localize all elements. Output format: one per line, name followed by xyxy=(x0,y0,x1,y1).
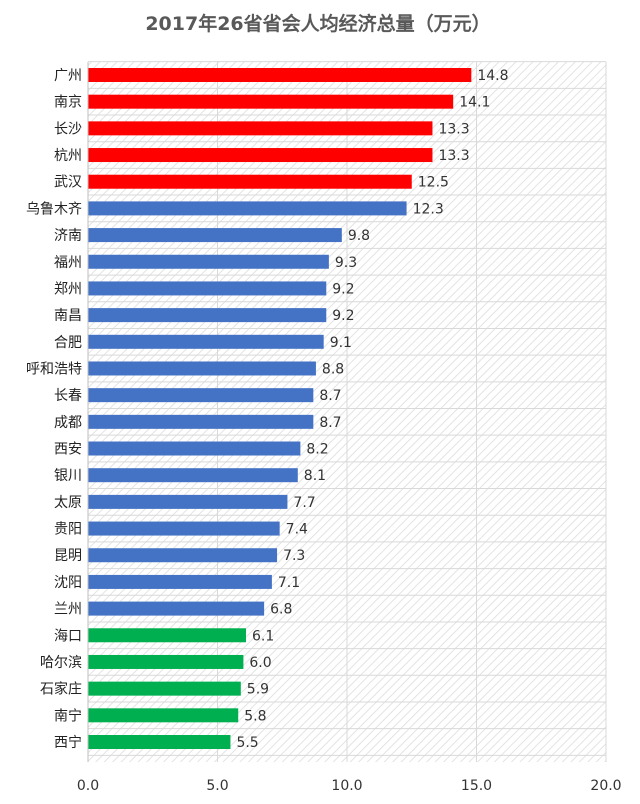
value-label: 8.2 xyxy=(306,442,328,458)
category-label: 银川 xyxy=(54,468,82,484)
category-label: 昆明 xyxy=(54,548,82,564)
category-label: 杭州 xyxy=(54,148,82,164)
value-label: 6.8 xyxy=(270,602,292,618)
bar-4 xyxy=(88,174,412,189)
value-label: 7.1 xyxy=(278,575,300,591)
bar-5 xyxy=(88,201,407,216)
category-label: 武汉 xyxy=(54,175,82,191)
category-label: 海口 xyxy=(54,628,82,644)
bar-17 xyxy=(88,521,280,536)
category-label: 哈尔滨 xyxy=(40,655,82,671)
value-label: 12.5 xyxy=(418,175,449,191)
category-label: 福州 xyxy=(54,255,82,271)
value-label: 14.1 xyxy=(459,95,490,111)
bar-15 xyxy=(88,468,298,483)
category-label: 合肥 xyxy=(54,335,82,351)
x-tick-label: 5.0 xyxy=(206,778,228,794)
bar-20 xyxy=(88,601,265,616)
bar-19 xyxy=(88,574,272,589)
category-label: 沈阳 xyxy=(54,575,82,591)
category-label: 南京 xyxy=(54,95,82,111)
bar-21 xyxy=(88,628,246,643)
category-label: 西安 xyxy=(54,442,82,458)
value-label: 5.5 xyxy=(236,735,258,751)
value-label: 14.8 xyxy=(477,68,508,84)
value-label: 8.7 xyxy=(319,388,341,404)
category-label: 成都 xyxy=(54,415,82,431)
bar-1 xyxy=(88,94,454,109)
bar-22 xyxy=(88,654,244,669)
category-label: 长沙 xyxy=(54,121,82,137)
x-tick-label: 0.0 xyxy=(77,778,99,794)
category-label: 南昌 xyxy=(54,308,82,324)
bar-11 xyxy=(88,361,316,376)
value-label: 7.7 xyxy=(293,495,315,511)
value-label: 7.3 xyxy=(283,548,305,564)
bar-10 xyxy=(88,334,324,349)
value-label: 8.8 xyxy=(322,361,344,377)
value-label: 5.9 xyxy=(247,682,269,698)
bar-23 xyxy=(88,681,241,696)
category-label: 南宁 xyxy=(54,707,82,724)
bar-13 xyxy=(88,414,314,429)
value-label: 9.1 xyxy=(330,335,352,351)
value-label: 13.3 xyxy=(438,121,469,137)
category-label: 济南 xyxy=(54,228,82,244)
bar-0 xyxy=(88,68,472,82)
category-label: 西宁 xyxy=(54,734,82,751)
value-label: 5.8 xyxy=(244,708,266,724)
value-label: 8.7 xyxy=(319,415,341,431)
value-labels: 14.8 14.1 13.3 13.3 12.5 12.3 9.8 9.3 9.2 9.2 9.1 8… xyxy=(236,68,508,751)
bar-12 xyxy=(88,388,314,403)
bar-8 xyxy=(88,281,327,296)
bar-16 xyxy=(88,494,288,509)
x-tick-label: 15.0 xyxy=(461,778,492,794)
value-label: 9.2 xyxy=(332,308,354,324)
value-label: 7.4 xyxy=(286,522,308,538)
category-label: 长春 xyxy=(54,388,82,404)
bar-24 xyxy=(88,708,239,723)
value-label: 8.1 xyxy=(304,468,326,484)
bars-layer xyxy=(88,68,472,749)
x-tick-label: 20.0 xyxy=(590,778,621,794)
category-label: 乌鲁木齐 xyxy=(26,201,82,217)
bar-18 xyxy=(88,548,278,563)
bar-6 xyxy=(88,228,342,243)
value-label: 6.1 xyxy=(252,628,274,644)
value-label: 6.0 xyxy=(249,655,271,671)
value-label: 9.8 xyxy=(348,228,370,244)
bar-14 xyxy=(88,441,301,456)
category-label: 贵阳 xyxy=(54,522,82,538)
value-label: 13.3 xyxy=(438,148,469,164)
category-label: 石家庄 xyxy=(40,681,82,698)
category-labels: 广州南京长沙杭州武汉乌鲁木齐济南福州郑州南昌合肥呼和浩特长春成都西安银川太原贵阳… xyxy=(26,68,82,751)
value-label: 9.2 xyxy=(332,281,354,297)
chart-title: 2017年26省省会人均经济总量（万元） xyxy=(145,12,490,35)
x-axis-ticks: 0.0 5.0 10.0 15.0 20.0 xyxy=(77,778,622,794)
value-label: 9.3 xyxy=(335,255,357,271)
bar-7 xyxy=(88,254,329,269)
value-label: 12.3 xyxy=(413,201,444,217)
category-label: 郑州 xyxy=(54,281,82,297)
bar-2 xyxy=(88,121,433,136)
bar-25 xyxy=(88,735,231,749)
category-label: 太原 xyxy=(54,495,82,511)
x-tick-label: 10.0 xyxy=(331,778,362,794)
category-label: 广州 xyxy=(54,68,82,84)
bar-9 xyxy=(88,308,327,323)
category-label: 兰州 xyxy=(54,602,82,618)
category-label: 呼和浩特 xyxy=(26,361,82,377)
bar-3 xyxy=(88,148,433,163)
